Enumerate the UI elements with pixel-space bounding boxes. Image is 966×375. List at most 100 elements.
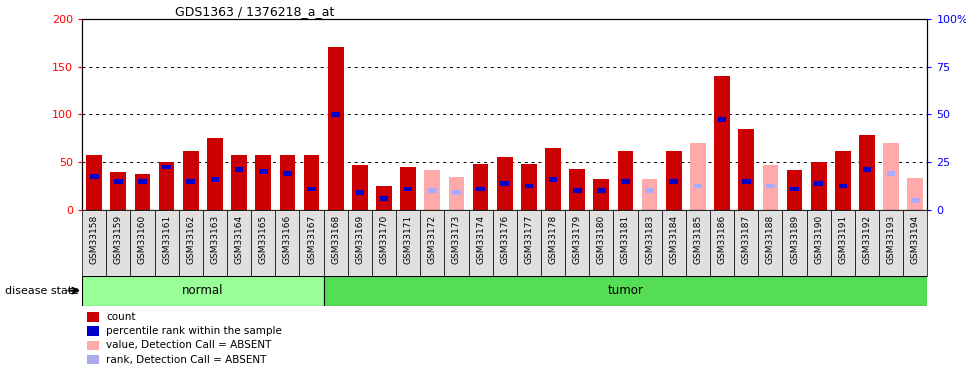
Bar (666, 151, 682, 210)
Bar (807, 210, 831, 276)
Bar (500, 181, 509, 186)
Bar (424, 170, 440, 210)
Bar (90, 174, 99, 179)
Bar (766, 184, 775, 189)
Bar (786, 170, 803, 210)
Bar (525, 184, 533, 189)
Bar (613, 210, 638, 276)
Bar (545, 148, 561, 210)
Bar (207, 138, 223, 210)
Bar (324, 276, 927, 306)
Bar (348, 210, 372, 276)
Bar (106, 210, 130, 276)
Text: GSM33169: GSM33169 (355, 215, 364, 264)
Bar (355, 190, 364, 195)
Bar (283, 171, 292, 176)
Bar (493, 210, 517, 276)
Bar (782, 210, 807, 276)
Bar (428, 189, 437, 193)
Text: GSM33194: GSM33194 (911, 215, 920, 264)
Text: GSM33160: GSM33160 (138, 215, 147, 264)
Bar (758, 210, 782, 276)
Text: GSM33165: GSM33165 (259, 215, 268, 264)
Bar (275, 210, 299, 276)
Bar (82, 276, 324, 306)
Bar (186, 179, 195, 184)
Bar (694, 184, 702, 189)
Bar (469, 210, 493, 276)
Text: GSM33188: GSM33188 (766, 215, 775, 264)
Bar (138, 179, 147, 184)
Text: count: count (106, 312, 136, 322)
Bar (476, 187, 485, 191)
Bar (134, 174, 151, 210)
Bar (641, 179, 658, 210)
Bar (573, 189, 582, 193)
Bar (863, 168, 871, 172)
Bar (879, 210, 903, 276)
Text: tumor: tumor (608, 285, 643, 297)
Bar (565, 210, 589, 276)
Bar (814, 181, 823, 186)
Bar (372, 210, 396, 276)
Text: GSM33161: GSM33161 (162, 215, 171, 264)
Text: GSM33174: GSM33174 (476, 215, 485, 264)
Text: GSM33164: GSM33164 (235, 215, 243, 264)
Bar (444, 210, 469, 276)
Bar (251, 210, 275, 276)
Text: percentile rank within the sample: percentile rank within the sample (106, 326, 282, 336)
Bar (831, 210, 855, 276)
Bar (448, 177, 465, 210)
Text: value, Detection Call = ABSENT: value, Detection Call = ABSENT (106, 340, 271, 350)
Text: GSM33183: GSM33183 (645, 215, 654, 264)
Bar (541, 210, 565, 276)
Text: GDS1363 / 1376218_a_at: GDS1363 / 1376218_a_at (175, 4, 334, 18)
Text: GSM33179: GSM33179 (573, 215, 582, 264)
Bar (183, 151, 199, 210)
Text: GSM33159: GSM33159 (114, 215, 123, 264)
Text: GSM33193: GSM33193 (887, 215, 895, 264)
Bar (324, 210, 348, 276)
Bar (235, 168, 243, 172)
Bar (911, 198, 920, 203)
Bar (376, 186, 392, 210)
Text: GSM33180: GSM33180 (597, 215, 606, 264)
Bar (299, 210, 324, 276)
Bar (158, 162, 175, 210)
Bar (130, 210, 155, 276)
Bar (259, 170, 268, 174)
Bar (597, 189, 606, 193)
Text: GSM33172: GSM33172 (428, 215, 437, 264)
Bar (331, 112, 340, 117)
Bar (82, 210, 106, 276)
Bar (855, 210, 879, 276)
Bar (307, 187, 316, 191)
Bar (662, 210, 686, 276)
Bar (638, 210, 662, 276)
Bar (327, 48, 344, 210)
Text: GSM33187: GSM33187 (742, 215, 751, 264)
Bar (835, 151, 851, 210)
Bar (497, 158, 513, 210)
Bar (203, 210, 227, 276)
Bar (710, 210, 734, 276)
Text: GSM33184: GSM33184 (669, 215, 678, 264)
Bar (420, 210, 444, 276)
Bar (690, 143, 706, 210)
Bar (452, 190, 461, 195)
Text: GSM33189: GSM33189 (790, 215, 799, 264)
Text: rank, Detection Call = ABSENT: rank, Detection Call = ABSENT (106, 355, 267, 364)
Bar (114, 179, 123, 184)
Text: normal: normal (183, 285, 223, 297)
Bar (738, 129, 754, 210)
Bar (645, 189, 654, 193)
Text: GSM33171: GSM33171 (404, 215, 412, 264)
Text: GSM33166: GSM33166 (283, 215, 292, 264)
Text: GSM33177: GSM33177 (525, 215, 533, 264)
Bar (380, 196, 388, 201)
Bar (883, 143, 899, 210)
Bar (686, 210, 710, 276)
Bar (569, 169, 585, 210)
Bar (903, 210, 927, 276)
Text: disease state: disease state (5, 286, 79, 296)
